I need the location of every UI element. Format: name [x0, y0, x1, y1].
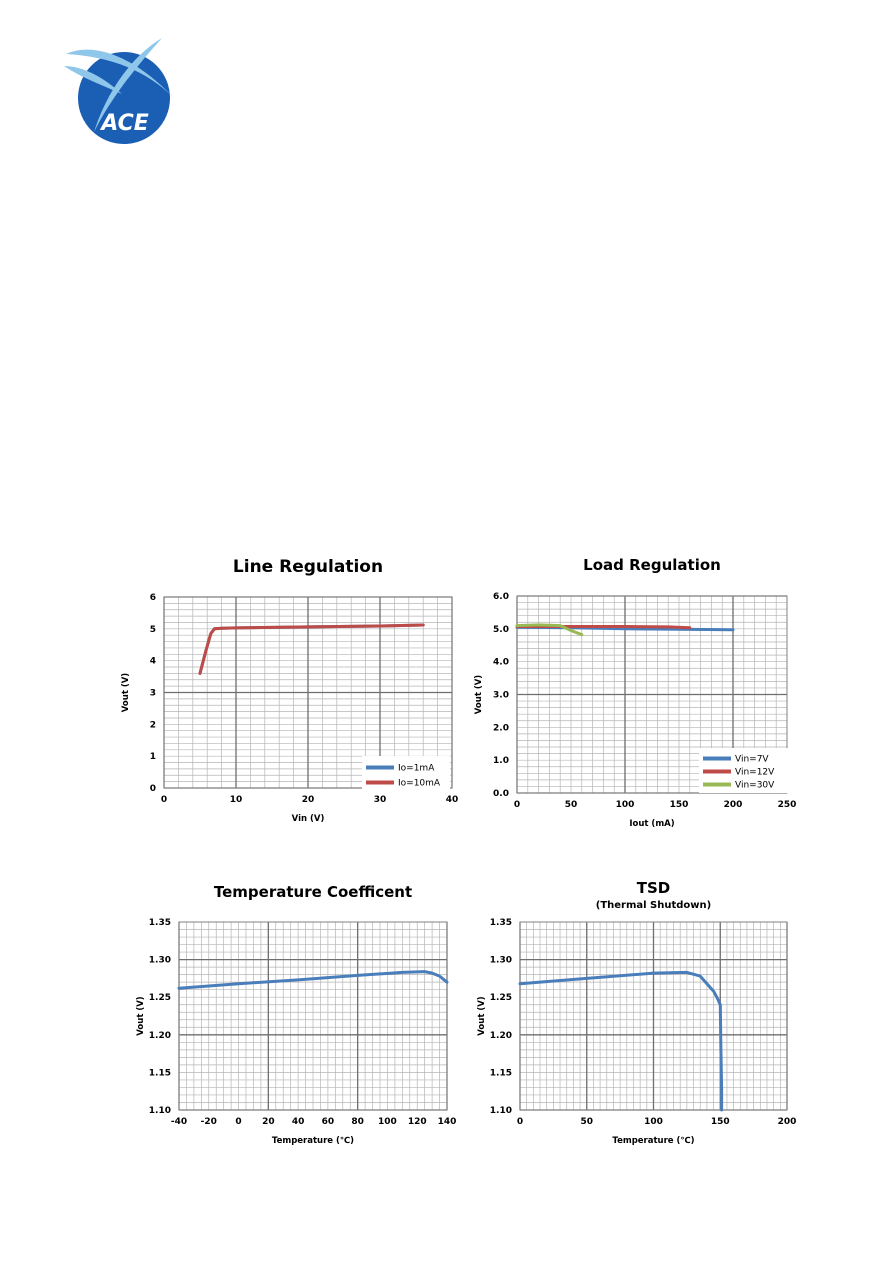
chart-subtitle: (Thermal Shutdown): [596, 900, 711, 911]
x-tick-label: 200: [724, 800, 743, 810]
x-tick-label: 20: [302, 795, 315, 805]
x-tick-label: 200: [778, 1117, 797, 1127]
plot-frame: [519, 921, 788, 1111]
x-axis-label: Temperature (℃): [612, 1136, 694, 1146]
logo-text: ACE: [99, 111, 149, 136]
y-tick-label: 1.35: [149, 918, 171, 928]
y-axis-label: Vout (V): [121, 673, 131, 712]
x-tick-label: 80: [351, 1117, 364, 1127]
x-tick-label: 10: [230, 795, 243, 805]
chart-tsd: TSD (Thermal Shutdown) 0 50 100 150 200 1.10 1.1…: [477, 879, 797, 1146]
y-tick-label: 1: [150, 752, 156, 762]
y-tick-label: 1.15: [149, 1068, 171, 1078]
x-tick-label: -40: [171, 1117, 187, 1127]
y-tick-label: 1.10: [490, 1106, 512, 1116]
x-tick-label: 20: [262, 1117, 275, 1127]
x-tick-label: 150: [670, 800, 689, 810]
x-axis-label: Iout (mA): [629, 819, 674, 829]
y-tick-label: 4: [150, 657, 156, 667]
y-tick-label: 1.10: [149, 1106, 171, 1116]
x-tick-label: 0: [161, 795, 167, 805]
legend-label: Vin=30V: [735, 781, 775, 791]
x-tick-label: 100: [616, 800, 635, 810]
legend-label: Io=10mA: [398, 779, 441, 789]
series-line-1: [518, 970, 724, 1112]
x-tick-label: 100: [644, 1117, 663, 1127]
y-tick-label: 0.0: [493, 789, 509, 799]
x-tick-label: -20: [201, 1117, 217, 1127]
chart-load-regulation: Load Regulation 0 50 100 150 200 250 0.0 1.0 2.0 3…: [474, 556, 797, 829]
chart-title: Temperature Coefficent: [214, 883, 412, 901]
y-tick-label: 1.30: [149, 956, 171, 966]
x-tick-label: 40: [292, 1117, 305, 1127]
series-line-3: [515, 623, 584, 637]
legend-label: Vin=7V: [735, 755, 769, 765]
legend-label: Io=1mA: [398, 764, 435, 774]
plot-frame: [178, 921, 448, 1111]
series-line-2: [515, 625, 692, 630]
y-tick-label: 1.20: [490, 1031, 512, 1041]
y-tick-label: 1.30: [490, 956, 512, 966]
plot-frame: [163, 596, 453, 789]
y-tick-label: 3.0: [493, 691, 509, 701]
plot-frame: [516, 595, 788, 794]
logo-swoosh: [66, 49, 174, 98]
y-tick-label: 1.35: [490, 918, 512, 928]
x-tick-label: 100: [378, 1117, 397, 1127]
legend-label: Vin=12V: [735, 768, 775, 778]
x-tick-label: 60: [322, 1117, 335, 1127]
y-tick-label: 1.15: [490, 1068, 512, 1078]
y-tick-label: 1.25: [149, 993, 171, 1003]
y-tick-label: 3: [150, 689, 156, 699]
y-axis-label: Vout (V): [474, 675, 484, 714]
x-axis-label: Vin (V): [292, 814, 325, 824]
y-tick-label: 6.0: [493, 592, 509, 602]
x-axis-label: Temperature (℃): [272, 1136, 354, 1146]
series-line-1: [177, 970, 449, 990]
y-axis-label: Vout (V): [477, 996, 487, 1035]
x-tick-label: 30: [374, 795, 387, 805]
y-tick-label: 2: [150, 720, 156, 730]
x-tick-label: 50: [565, 800, 578, 810]
x-tick-label: 140: [438, 1117, 457, 1127]
ace-logo: ACE: [62, 36, 182, 146]
legend-box: [362, 756, 450, 792]
y-tick-label: 0: [150, 784, 156, 794]
logo-swoosh: [64, 66, 122, 94]
x-tick-label: 0: [235, 1117, 241, 1127]
x-tick-label: 50: [580, 1117, 593, 1127]
x-tick-label: 0: [514, 800, 520, 810]
x-tick-label: 120: [408, 1117, 427, 1127]
x-tick-label: 150: [711, 1117, 730, 1127]
x-tick-label: 0: [517, 1117, 523, 1127]
y-tick-label: 1.0: [493, 756, 509, 766]
y-axis-label: Vout (V): [136, 996, 146, 1035]
chart-title: TSD: [637, 879, 671, 897]
x-tick-label: 40: [446, 795, 459, 805]
x-tick-label: 250: [778, 800, 797, 810]
chart-temperature-coefficent: Temperature Coefficent -40 -20 0 20 40 60 80 100…: [136, 883, 457, 1146]
y-tick-label: 2.0: [493, 723, 509, 733]
series-line-2: [198, 623, 425, 675]
chart-line-regulation: Line Regulation 0 10 20 30 40 0 1 2 3 4 5 6 Vin (V) Vo…: [121, 557, 459, 824]
y-tick-label: 6: [150, 593, 156, 603]
y-tick-label: 1.25: [490, 993, 512, 1003]
y-tick-label: 5: [150, 625, 156, 635]
y-tick-label: 1.20: [149, 1031, 171, 1041]
chart-title: Line Regulation: [233, 557, 383, 577]
y-tick-label: 4.0: [493, 658, 509, 668]
chart-title: Load Regulation: [583, 556, 721, 574]
y-tick-label: 5.0: [493, 625, 509, 635]
